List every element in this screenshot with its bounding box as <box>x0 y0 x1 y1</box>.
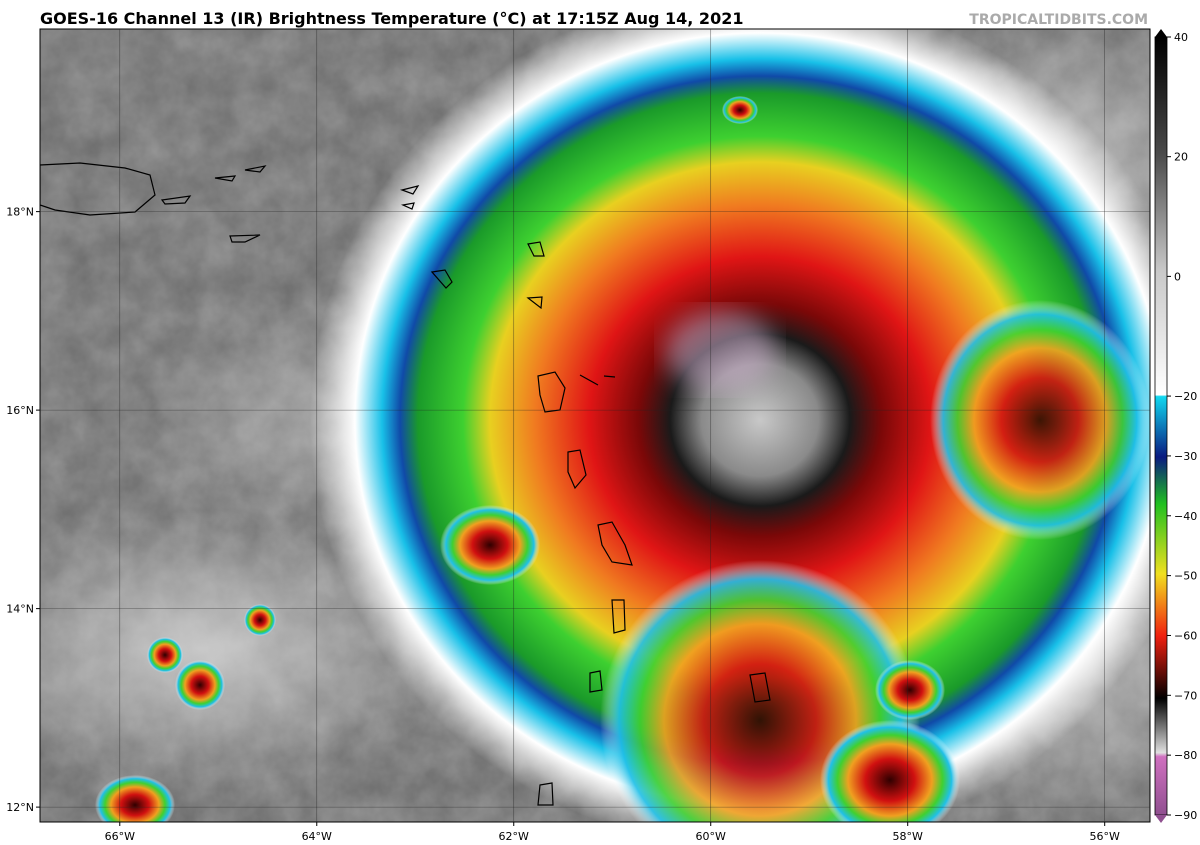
colorbar <box>1154 36 1168 816</box>
title: GOES-16 Channel 13 (IR) Brightness Tempe… <box>40 9 743 28</box>
colorbar-label: −90 <box>1174 809 1197 822</box>
lat-label: 14°N <box>6 603 34 616</box>
lon-label: 66°W <box>105 830 135 843</box>
colorbar-label: 40 <box>1174 31 1188 44</box>
lon-label: 60°W <box>696 830 726 843</box>
lon-label: 62°W <box>499 830 529 843</box>
lat-label: 18°N <box>6 206 34 219</box>
colorbar-arrow <box>1155 815 1167 823</box>
lon-label: 64°W <box>302 830 332 843</box>
colorbar-label: −40 <box>1174 510 1197 523</box>
watermark: TROPICALTIDBITS.COM <box>969 12 1148 28</box>
lon-label: 58°W <box>893 830 923 843</box>
colorbar-label: −70 <box>1174 689 1197 702</box>
lon-label: 56°W <box>1090 830 1120 843</box>
colorbar-label: 0 <box>1174 270 1181 283</box>
lat-label: 12°N <box>6 801 34 814</box>
colorbar-label: −20 <box>1174 390 1197 403</box>
lat-label: 16°N <box>6 404 34 417</box>
colorbar-label: 20 <box>1174 151 1188 164</box>
map-frame <box>39 28 1151 823</box>
colorbar-label: −30 <box>1174 450 1197 463</box>
colorbar-label: −60 <box>1174 629 1197 642</box>
colorbar-label: −80 <box>1174 749 1197 762</box>
colorbar-arrow <box>1155 29 1167 37</box>
colorbar-label: −50 <box>1174 570 1197 583</box>
